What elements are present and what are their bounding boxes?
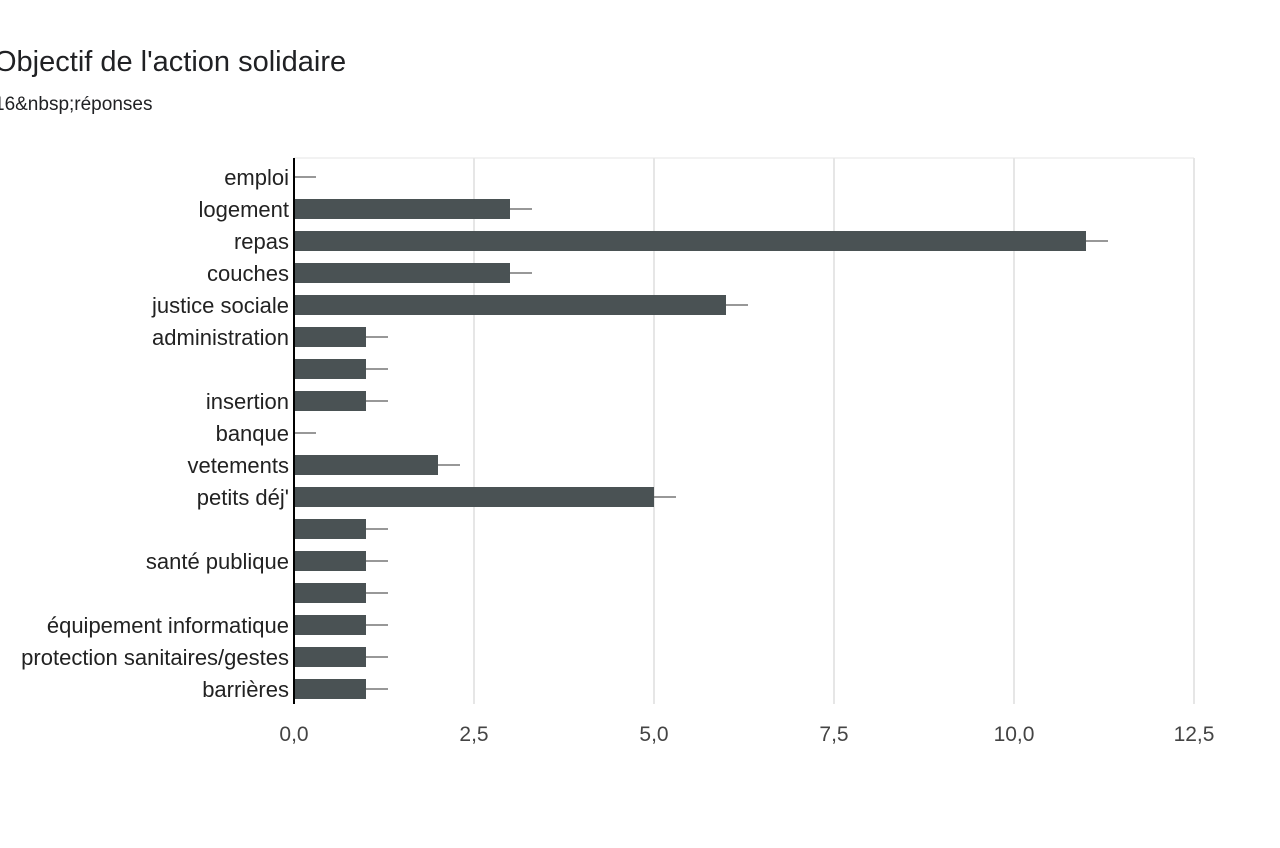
bar	[294, 487, 654, 507]
category-label: repas	[234, 229, 289, 254]
category-label: emploi	[224, 165, 289, 190]
x-tick-label: 0,0	[279, 723, 308, 746]
x-tick-label: 2,5	[459, 723, 488, 746]
bar	[294, 359, 366, 379]
category-label: protection sanitaires/gestes	[21, 645, 289, 670]
bar	[294, 519, 366, 539]
category-label: santé publique	[146, 549, 289, 574]
bar	[294, 199, 510, 219]
bar	[294, 295, 726, 315]
x-tick-label: 7,5	[819, 723, 848, 746]
response-count: 16&nbsp;réponses	[0, 94, 153, 115]
category-label: banque	[216, 421, 289, 446]
bar	[294, 455, 438, 475]
category-label: petits déj'	[197, 485, 289, 510]
category-label: administration	[152, 325, 289, 350]
category-label: couches	[207, 261, 289, 286]
category-label: logement	[198, 197, 289, 222]
x-tick-label: 12,5	[1174, 723, 1215, 746]
bar	[294, 263, 510, 283]
category-label: justice sociale	[151, 293, 289, 318]
bar	[294, 231, 1086, 251]
bar	[294, 583, 366, 603]
bar	[294, 551, 366, 571]
bar	[294, 615, 366, 635]
category-label: vetements	[188, 453, 290, 478]
x-tick-label: 5,0	[639, 723, 668, 746]
category-label: barrières	[202, 677, 289, 702]
bar	[294, 647, 366, 667]
bar	[294, 391, 366, 411]
x-tick-label: 10,0	[994, 723, 1035, 746]
category-label: équipement informatique	[47, 613, 289, 638]
category-label: insertion	[206, 389, 289, 414]
chart-title: Objectif de l'action solidaire	[0, 46, 347, 78]
bar	[294, 679, 366, 699]
bar	[294, 327, 366, 347]
